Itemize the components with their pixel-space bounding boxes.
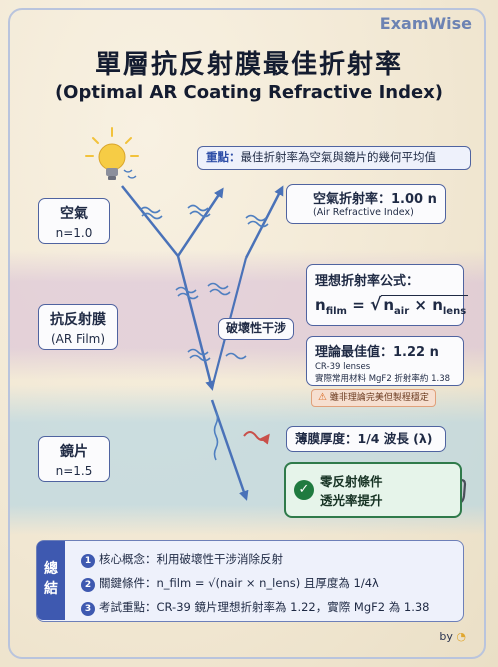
- zero-line2: 透光率提升: [320, 493, 383, 508]
- interference-label: 破壞性干涉: [218, 318, 294, 340]
- summary-text-1: 核心概念：利用破壞性干涉消除反射: [99, 552, 283, 566]
- summary-item-3: 3 考試重點：CR-39 鏡片理想折射率為 1.22，實際 MgF2 為 1.38: [81, 599, 429, 616]
- summary-num-3: 3: [81, 602, 95, 616]
- check-icon: ✓: [294, 480, 314, 500]
- summary-text-2: 關鍵條件：n_film = √(nair × n_lens) 且厚度為 1/4λ: [99, 576, 379, 590]
- theory-line2: 實際常用材料 MgF2 折射率約 1.38: [315, 374, 451, 384]
- summary-label: 總結: [37, 541, 65, 620]
- brand-logo: ExamWise: [379, 14, 472, 33]
- thickness-box: 薄膜厚度：1/4 波長 (λ): [286, 426, 446, 452]
- page-frame: [8, 8, 486, 659]
- summary-num-1: 1: [81, 554, 95, 568]
- formula-box: 理想折射率公式： nfilm = √ nair × nlens: [306, 264, 469, 326]
- wave-icon: [139, 200, 315, 461]
- summary-box: 總結 1 核心概念：利用破壞性干涉消除反射 2 關鍵條件：n_film = √(na…: [36, 540, 464, 622]
- air-layer-label: 空氣 n=1.0: [38, 198, 110, 244]
- thickness-text: 薄膜厚度：1/4 波長 (λ): [295, 431, 433, 446]
- air-layer-index: n=1.0: [55, 226, 93, 240]
- interference-text: 破壞性干涉: [225, 321, 286, 335]
- air-index-box: 空氣折射率：1.00 n (Air Refractive Index): [286, 184, 446, 224]
- zero-reflection-box: ✓ 零反射條件 透光率提升: [284, 462, 462, 518]
- lightbulb-icon: [85, 127, 139, 180]
- air-index-en: (Air Refractive Index): [313, 207, 414, 218]
- warning-icon: ⚠: [318, 392, 327, 403]
- summary-item-1: 1 核心概念：利用破壞性干涉消除反射: [81, 551, 283, 568]
- byline-mark: ◔: [456, 630, 466, 643]
- warning-note: ⚠ 雖非理論完美但製程穩定: [311, 389, 436, 407]
- title-chinese: 單層抗反射膜最佳折射率: [94, 50, 403, 80]
- byline: by ◔: [439, 630, 466, 643]
- title-english: (Optimal AR Coating Refractive Index): [54, 82, 444, 103]
- theory-line1: CR-39 lenses: [315, 362, 371, 372]
- film-layer-en: (AR Film): [50, 332, 106, 346]
- byline-prefix: by: [439, 630, 453, 643]
- key-point-banner: 重點：最佳折射率為空氣與鏡片的幾何平均值: [197, 146, 471, 170]
- summary-num-2: 2: [81, 578, 95, 592]
- film-layer-name: 抗反射膜: [50, 312, 106, 328]
- key-point-text: 最佳折射率為空氣與鏡片的幾何平均值: [240, 150, 437, 164]
- theory-box: 理論最佳值：1.22 n CR-39 lenses 實際常用材料 MgF2 折射…: [306, 336, 464, 386]
- lens-layer-label: 鏡片 n=1.5: [38, 436, 110, 482]
- air-layer-name: 空氣: [60, 206, 88, 222]
- lens-layer-index: n=1.5: [55, 464, 93, 478]
- formula-expression: nfilm = √ nair × nlens: [315, 295, 469, 317]
- film-layer-label: 抗反射膜 (AR Film): [38, 304, 118, 350]
- zero-line1: 零反射條件: [320, 474, 383, 489]
- theory-title: 理論最佳值：1.22 n: [315, 345, 439, 360]
- formula-title: 理想折射率公式：: [315, 274, 420, 289]
- lens-layer-name: 鏡片: [60, 444, 88, 460]
- warning-text: 雖非理論完美但製程穩定: [329, 393, 429, 403]
- key-point-label: 重點：: [206, 150, 241, 164]
- summary-item-2: 2 關鍵條件：n_film = √(nair × n_lens) 且厚度為 1/4…: [81, 575, 379, 592]
- air-index-title: 空氣折射率：1.00 n: [313, 192, 437, 207]
- summary-text-3: 考試重點：CR-39 鏡片理想折射率為 1.22，實際 MgF2 為 1.38: [99, 600, 430, 614]
